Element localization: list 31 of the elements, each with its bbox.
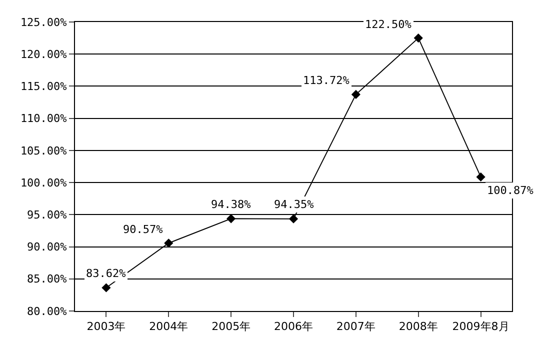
data-label: 94.35% xyxy=(274,198,314,211)
point xyxy=(414,34,423,43)
data-label: 90.57% xyxy=(123,223,164,236)
x-tick-label: 2008年 xyxy=(398,320,438,334)
data-label: 113.72% xyxy=(303,74,350,87)
point xyxy=(288,214,298,224)
y-tick-label: 95.00% xyxy=(27,208,68,222)
y-tick-label: 90.00% xyxy=(27,240,68,254)
x-tick-label: 2006年 xyxy=(274,320,313,334)
x-tick-label: 2007年 xyxy=(336,320,376,334)
data-label: 83.62% xyxy=(86,267,126,280)
y-tick-label: 105.00% xyxy=(20,144,68,158)
data-label: 122.50% xyxy=(365,18,412,31)
y-tick-label: 115.00% xyxy=(20,80,68,94)
x-tick-label: 2005年 xyxy=(212,320,251,334)
y-tick-label: 80.00% xyxy=(27,304,68,318)
data-label: 94.38% xyxy=(211,198,252,211)
data-label: 100.87% xyxy=(487,184,534,197)
point xyxy=(102,283,111,292)
y-tick-label: 100.00% xyxy=(20,176,68,190)
point xyxy=(164,238,174,248)
point xyxy=(351,90,360,99)
x-tick-label: 2004年 xyxy=(149,320,188,334)
point xyxy=(226,214,236,224)
x-tick-label: 2003年 xyxy=(86,320,126,334)
y-tick-label: 120.00% xyxy=(20,48,68,61)
y-tick-label: 85.00% xyxy=(27,272,68,286)
x-tick-label: 2009年8月 xyxy=(452,320,510,334)
point xyxy=(476,172,486,182)
y-tick-label: 110.00% xyxy=(20,112,68,126)
y-tick-label: 125.00% xyxy=(20,16,68,29)
